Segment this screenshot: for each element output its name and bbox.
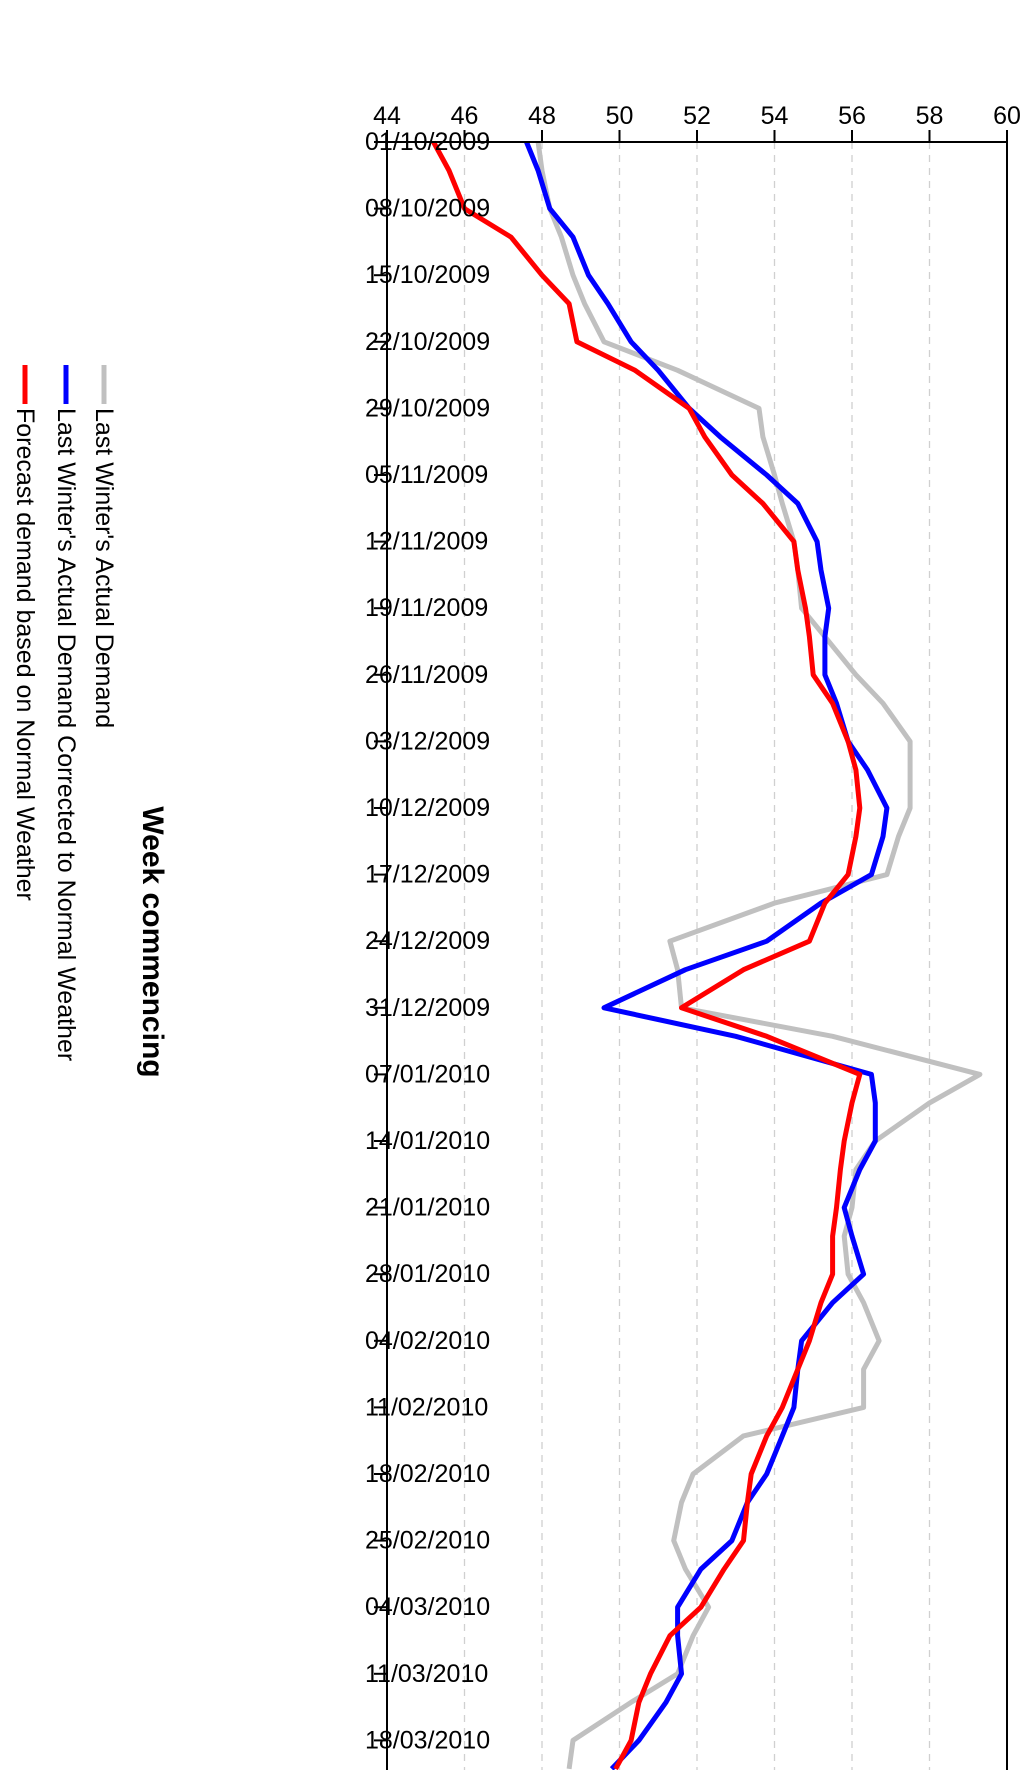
- x-tick-label: 22/10/2009: [365, 328, 490, 356]
- x-tick-label: 19/11/2009: [365, 594, 488, 622]
- legend: Last Winter's Actual Demand Last Winter's…: [11, 365, 118, 1061]
- y-tick-label: 60: [993, 102, 1021, 130]
- x-tick-label: 26/11/2009: [365, 661, 488, 689]
- x-tick-label: 28/01/2010: [365, 1260, 490, 1288]
- x-tick-label: 10/12/2009: [365, 794, 490, 822]
- x-tick-label: 03/12/2009: [365, 727, 490, 755]
- legend-label: Last Winter's Actual Demand: [90, 408, 118, 728]
- x-tick-label: 15/10/2009: [365, 261, 490, 289]
- x-tick-label: 11/03/2010: [365, 1660, 488, 1688]
- x-axis-title: Week commencing: [136, 806, 169, 1077]
- x-tick-label: 21/01/2010: [365, 1194, 490, 1222]
- x-tick-label: 05/11/2009: [365, 461, 488, 489]
- y-tick-label: 52: [683, 102, 711, 130]
- series-line-1: [535, 141, 983, 1770]
- grid-lines: [463, 142, 931, 1770]
- x-tick-label: 04/03/2010: [365, 1593, 490, 1621]
- x-tick-label: 17/12/2009: [365, 861, 490, 889]
- x-tick-label: 14/01/2010: [365, 1127, 490, 1155]
- axes: 44 46 48 50 52 54 56 58 60 01/10/2009 08/10/2009 15…: [365, 102, 1021, 1770]
- y-tick-label: 44: [373, 102, 401, 130]
- x-tick-label: 18/03/2010: [365, 1726, 490, 1754]
- y-tick-label: 48: [528, 102, 556, 130]
- x-tick-label: 01/10/2009: [365, 128, 490, 156]
- x-tick-label: 24/12/2009: [365, 927, 490, 955]
- legend-label: Forecast demand based on Normal Weather: [11, 408, 39, 901]
- x-tick-label: 11/02/2010: [365, 1393, 488, 1421]
- x-tick-label: 08/10/2009: [365, 195, 490, 223]
- x-tick-label: 07/01/2010: [365, 1060, 490, 1088]
- y-tick-label: 58: [916, 102, 944, 130]
- x-tick-label: 31/12/2009: [365, 994, 490, 1022]
- series-line-3: [431, 140, 863, 1770]
- x-tick-label: 18/02/2010: [365, 1460, 490, 1488]
- legend-label: Last Winter's Actual Demand Corrected to…: [52, 408, 80, 1061]
- y-tick-label: 56: [838, 102, 866, 130]
- x-tick-label: 25/02/2010: [365, 1527, 490, 1555]
- series-lines: [431, 140, 983, 1770]
- y-tick-label: 46: [451, 102, 479, 130]
- y-tick-label: 50: [606, 102, 634, 130]
- x-tick-label: 12/11/2009: [365, 528, 488, 556]
- y-tick-label: 54: [761, 102, 789, 130]
- x-tick-label: 29/10/2009: [365, 394, 490, 422]
- x-tick-label: 04/02/2010: [365, 1327, 490, 1355]
- rotated-chart-group: 44 46 48 50 52 54 56 58 60 01/10/2009 08/10/2009 15…: [11, 102, 1021, 1770]
